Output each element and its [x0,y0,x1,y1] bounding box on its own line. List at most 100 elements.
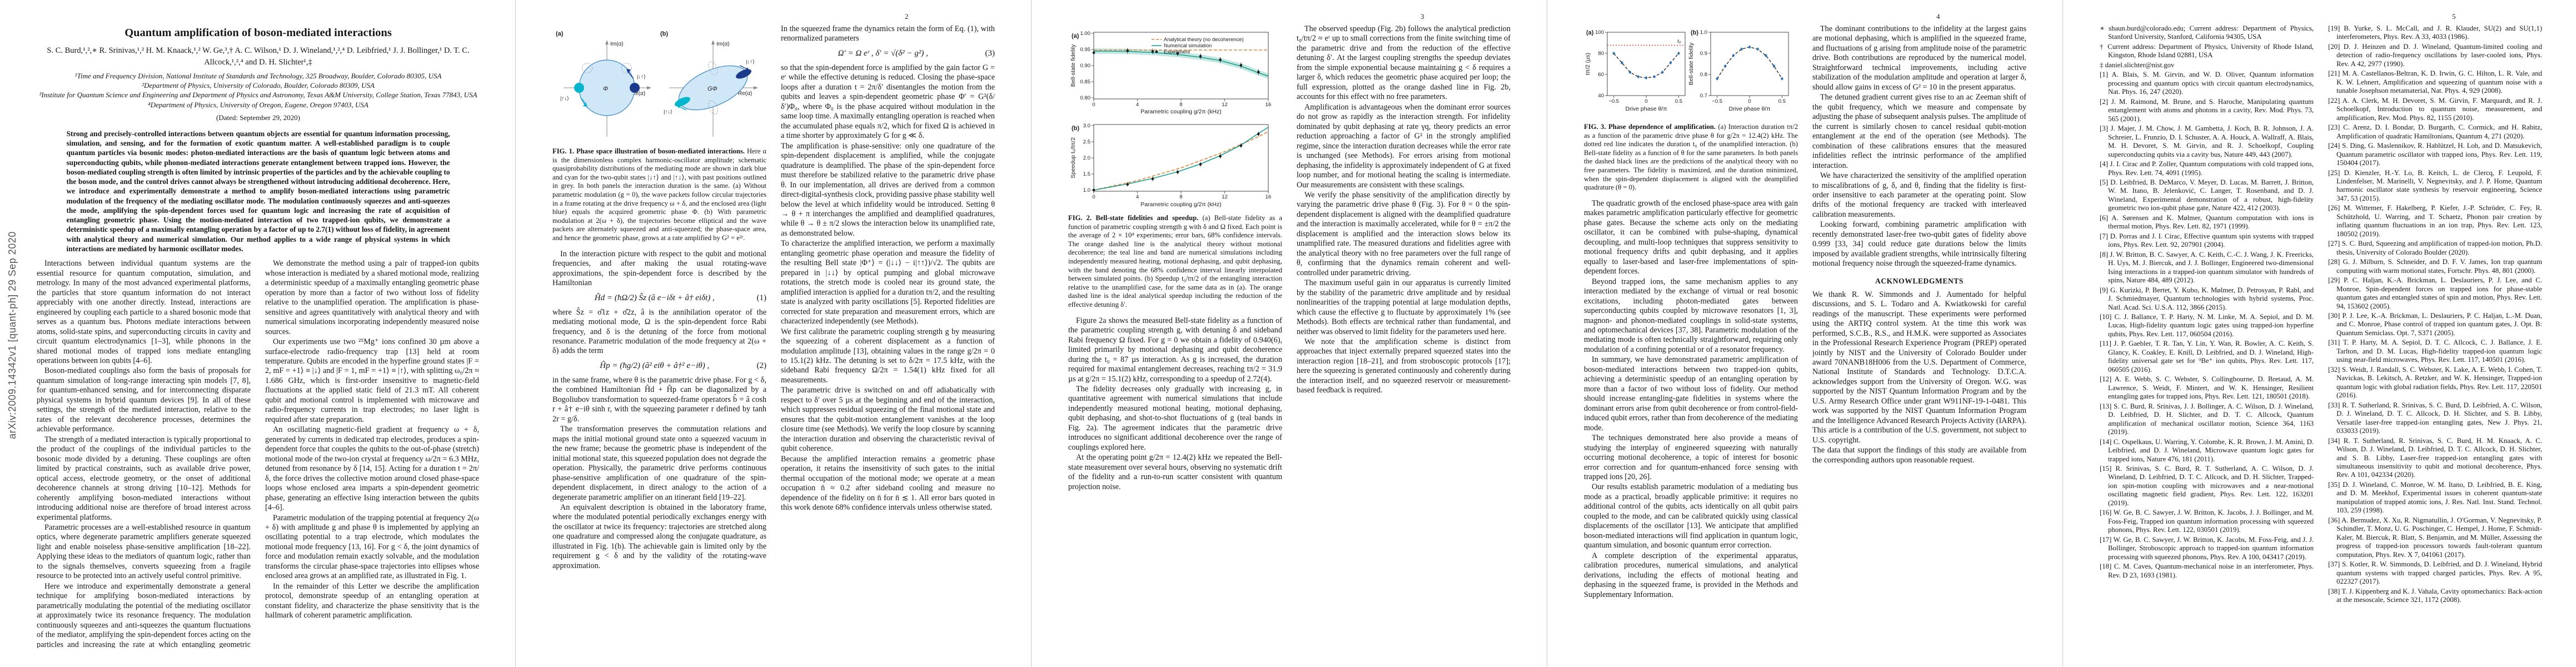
equation-body: Ĥd = (ħΩ/2) Ŝz (â e−iδt + â† eiδt) , [594,293,715,302]
paragraph: The amplification is phase-sensitive: on… [781,141,995,238]
page-1-content: Quantum amplification of boson-mediated … [37,24,480,648]
paragraph: The quadratic growth of the enclosed pha… [1584,198,1798,276]
svg-text:4: 4 [1136,194,1139,200]
reference-item: [1] A. Blais, S. M. Girvin, and W. D. Ol… [2100,71,2314,96]
figure-2: (a) [1068,26,1282,310]
svg-text:−0.5: −0.5 [1608,98,1619,104]
affiliation: ²Department of Physics, University of Co… [142,81,375,90]
paragraph: Parametric processes are a well-establis… [37,522,251,581]
fig3-graphic: (a) t₀ [1585,29,1789,112]
fig2-points-a [1092,49,1260,73]
reference-item: [15] R. Srinivas, S. C. Burd, R. T. Suth… [2100,464,2314,507]
reference-item: [8] J. W. Britton, B. C. Sawyer, A. C. K… [2100,250,2314,285]
fig3-a-ylabel: tπ/2 (µs) [1585,53,1591,75]
fig1-wavepacket-down [574,83,584,93]
column-left: (a) Im(α) Re(α) [552,24,766,648]
equation-1: Ĥd = (ħΩ/2) Ŝz (â e−iδt + â† eiδt) , (1) [552,293,766,303]
fig1-caption: FIG. 1. Phase space illustration of boso… [552,147,766,243]
reference-item: [27] S. C. Burd, Squeezing and amplifica… [2328,240,2542,256]
fig3-caption-body: (a) Interaction duration tπ/2 as a funct… [1584,123,1798,192]
equation-number: (2) [756,361,767,370]
reference-item: [26] M. Wittemer, F. Hakelberg, P. Kiefe… [2328,204,2542,238]
paragraph: In summary, we have demonstrated paramet… [1584,355,1798,432]
paragraph: so that the spin-dependent force is ampl… [781,63,995,141]
fig3-t0-label: t₀ [1677,38,1681,44]
paragraph: The fidelity decreases only gradually wi… [1068,384,1282,452]
reference-list-left: [1] A. Blais, S. M. Girvin, and W. D. Ol… [2100,71,2314,580]
paragraph: Beyond trapped ions, the same mechanism … [1584,277,1798,354]
page-5: 5 ∗ shaun.burd@colorado.edu; Current add… [2062,0,2576,667]
page-4: 4 (a) t₀ [1547,0,2062,667]
reference-item: [17] W. Ge, B. C. Sawyer, J. W. Britton,… [2100,535,2314,561]
fig3-caption: FIG. 3. Phase dependence of amplificatio… [1584,123,1798,192]
fig3-errorbars-a [1613,52,1679,79]
paragraph: The techniques demonstrated here also pr… [1584,434,1798,481]
paragraph: The detuned gradient current gives rise … [1812,93,2026,170]
reference-item: [21] M. A. Castellanos-Beltran, K. D. Ir… [2328,69,2542,95]
date-line: (Dated: September 29, 2020) [216,113,300,122]
fig2-legend-experiment: Experiment [1164,49,1190,54]
reference-item: [16] W. Ge, B. C. Sawyer, J. W. Britton,… [2100,509,2314,534]
fig1-ghost-packet [582,63,593,74]
paragraph: At the operating point g/2π = 12.4(2) kH… [1068,453,1282,491]
paragraph-group: The dominant contributions to the infide… [1812,24,2026,269]
reference-item: [18] C. M. Caves, Quantum-mechanical noi… [2100,563,2314,579]
column-right: In the squeezed frame the dynamics retai… [781,24,995,648]
svg-text:80: 80 [1598,51,1604,57]
fig3-caption-lead: Phase dependence of amplification. [1608,123,1716,131]
paragraph: The strength of a mediated interaction i… [37,435,251,522]
fig1-re-axis-label: Re(α) [631,91,645,97]
reference-item: [12] A. E. Webb, S. C. Webster, S. Colli… [2100,375,2314,401]
fig3-errorbars-b [1717,45,1782,81]
fig3-panel-b-label: (b) [1691,29,1698,36]
column-left: (a) [1068,24,1282,648]
reference-item: [36] A. Bermudez, X. Xu, R. Nigmatullin,… [2328,516,2542,559]
reference-item: [33] R. T. Sutherland, R. Srinivas, S. C… [2328,401,2542,435]
paragraph: The dominant contributions to the infide… [1812,24,2026,92]
paragraph: We verify the phase sensitivity of the a… [1297,190,1511,277]
svg-text:1.5: 1.5 [1083,171,1090,177]
svg-text:0: 0 [1645,98,1647,104]
fig2-caption-tag: FIG. 2. [1068,214,1092,222]
reference-item: [10] C. J. Ballance, T. P. Harty, N. M. … [2100,313,2314,338]
paragraph-group: Figure 2a shows the measured Bell-state … [1068,316,1282,492]
page-2: 2 (a) Im(α) Re(α) [515,0,1031,667]
fig1-caption-body: Here α is the dimensionless complex harm… [552,147,766,242]
fig3-theory-curve-b [1717,46,1782,79]
fig1-squeezed-packet-up [736,69,751,79]
svg-text:0.8: 0.8 [1700,72,1707,78]
page-1: arXiv:2009.14342v1 [quant-ph] 29 Sep 202… [0,0,515,667]
paragraph: Figure 2a shows the measured Bell-state … [1068,316,1282,384]
footnote-list: ∗ shaun.burd@colorado.edu; Current addre… [2100,24,2314,69]
fig3-theory-curve-a [1613,53,1679,78]
fig1-ket-up: |↓↑⟩ [637,74,646,80]
page-3-content: (a) [1068,24,1511,648]
fig1-ket-down: |↑↓⟩ [560,96,569,102]
abstract: Strong and precisely-controlled interact… [66,129,450,253]
references-column-left: ∗ shaun.burd@colorado.edu; Current addre… [2100,24,2314,648]
fig1-ket-down-b: |↑↓⟩ [664,109,672,115]
svg-text:0.80: 0.80 [1080,95,1091,101]
svg-text:8: 8 [1179,102,1182,108]
paragraph: Our results establish parametric modulat… [1584,482,1798,550]
fig1-ghost-packet [708,61,718,76]
fig2-points-b [1092,132,1260,192]
fig1-panel-b-label: (b) [660,31,668,37]
reference-item: [2] J. M. Raimond, M. Brune, and S. Haro… [2100,97,2314,123]
fig1-re-axis-label-b: Re(α) [738,91,752,97]
figure-3: (a) t₀ [1584,26,1798,192]
svg-text:8: 8 [1179,194,1182,200]
reference-item: [23] C. Arenz, D. I. Bondar, D. Burgarth… [2328,123,2542,140]
paragraph: Here we introduce and experimentally dem… [37,581,251,648]
fig3-b-xlabel: Drive phase θ/π [1729,106,1771,112]
svg-text:0.5: 0.5 [1675,98,1682,104]
svg-text:0: 0 [1092,194,1095,200]
fig2-a-ylabel: Bell-state fidelity [1070,44,1077,87]
acknowledgments-text: We thank R. W. Simmonds and J. Aumentado… [1812,290,2026,465]
fig2-legend-simulation: Numerical simulation [1164,43,1212,48]
fig3-a-xlabel: Drive phase θ/π [1626,106,1667,112]
svg-text:0.5: 0.5 [1778,98,1786,104]
equation-2: Ĥp = (ħg/2) (â² eiθ + â†² e−iθ) , (2) [552,361,766,371]
reference-item: [13] S. C. Burd, R. Srinivas, J. J. Boll… [2100,402,2314,436]
page-number: 4 [1936,12,1940,21]
